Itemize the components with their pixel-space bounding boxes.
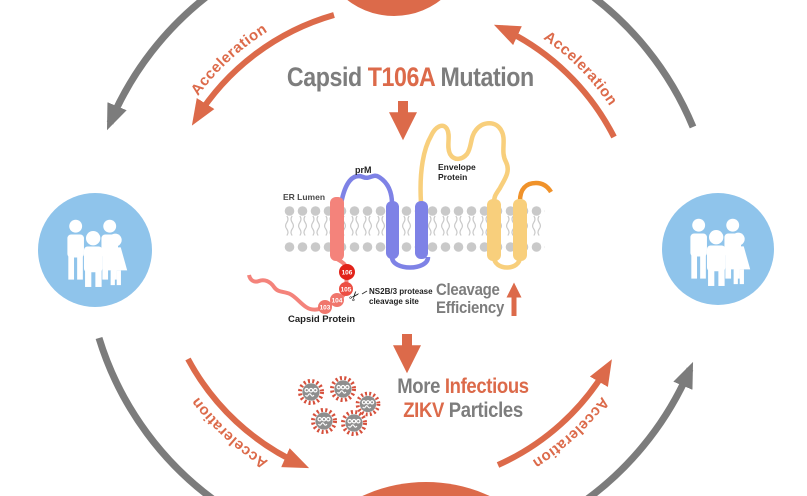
cleavage-site-label-line1: NS2B/3 protease — [369, 287, 433, 296]
residue-104-badge — [330, 293, 344, 307]
cycle-arrow-orange-sw — [185, 357, 310, 469]
cycle-arrow-orange-se — [496, 359, 612, 468]
envelope-label-line2: Protein — [438, 172, 467, 182]
prm-helix-2 — [415, 201, 428, 259]
capsid-anchor-helix — [330, 197, 344, 261]
cycle-inner-ring — [185, 12, 617, 469]
zikv-particle — [355, 391, 381, 417]
cycle-arrow-gray-nw — [106, 0, 209, 131]
zikv-particle — [341, 410, 367, 436]
acceleration-label-sw: Acceleration — [188, 394, 271, 472]
prm-cytoloop — [389, 256, 431, 270]
cycle-node-bottom — [362, 482, 490, 496]
residue-103-number: 103 — [320, 305, 331, 312]
acceleration-label-se: Acceleration — [529, 394, 612, 472]
residue-106-badge — [339, 264, 355, 280]
residue-105-badge — [339, 282, 353, 296]
cycle-arrow-orange-nw — [191, 12, 335, 126]
zikv-particle — [330, 376, 356, 402]
result-zikv: ZIKV — [403, 398, 444, 422]
population-node-left — [38, 193, 152, 307]
residue-105-number: 105 — [341, 287, 352, 294]
cleavage-site-label-line2: cleavage site — [369, 297, 419, 306]
result-infectious: Infectious — [444, 374, 529, 398]
result-more: More — [397, 374, 441, 398]
residue-beads: 106 105 104 103 — [318, 264, 355, 314]
cycle-outer-ring — [95, 0, 697, 496]
result-particles: Particles — [448, 398, 523, 422]
prm-loop — [338, 173, 395, 205]
result-label: More Infectious ZIKV Particles — [390, 374, 536, 422]
er-membrane — [283, 206, 545, 252]
page-title: Capsid T106A Mutation — [286, 62, 534, 93]
title-part1: Capsid — [286, 62, 362, 92]
title-part2: Mutation — [440, 62, 535, 92]
zikv-particle — [298, 379, 324, 405]
scissors-pointer — [361, 290, 368, 295]
residue-103-badge — [318, 300, 332, 314]
prm-helix-1 — [386, 201, 399, 259]
capsid-protein-label: Capsid Protein — [288, 314, 355, 325]
cycle-arrow-orange-ne — [493, 24, 617, 139]
cleavage-efficiency-label: Cleavage Efficiency — [436, 281, 504, 316]
population-node-right — [662, 193, 774, 305]
envelope-helix-1 — [487, 199, 501, 261]
cycle-arrow-gray-sw — [95, 336, 215, 496]
prm-label: prM — [355, 165, 372, 175]
envelope-label-line1: Envelope — [438, 162, 476, 172]
cycle-node-top — [347, 0, 441, 16]
envelope-ectodomain — [418, 121, 510, 204]
cycle-arrow-gray-ne — [591, 0, 697, 129]
residue-104-number: 104 — [332, 298, 343, 305]
title-accent-mutation: T106A — [367, 62, 435, 92]
residue-106-number: 106 — [342, 270, 353, 277]
envelope-helix-2 — [513, 199, 527, 261]
cleavage-line1: Cleavage — [436, 280, 500, 299]
acceleration-label-ne: Acceleration — [541, 28, 621, 109]
cleavage-line2: Efficiency — [436, 297, 505, 317]
zikv-particle — [311, 408, 337, 434]
envelope-signal-tail — [517, 180, 553, 202]
cycle-arrow-gray-se — [585, 361, 694, 496]
acceleration-label-nw: Acceleration — [188, 20, 271, 98]
er-lumen-label: ER Lumen — [283, 192, 325, 202]
zikv-particle-cluster — [298, 376, 381, 436]
